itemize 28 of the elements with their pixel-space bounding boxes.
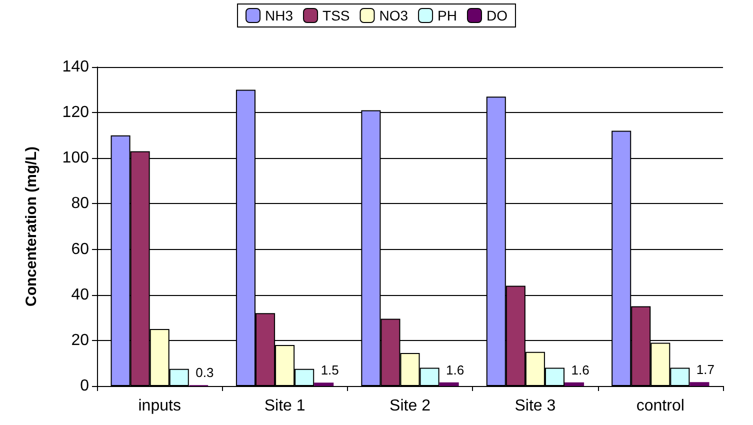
bar bbox=[314, 382, 334, 386]
data-label: 0.3 bbox=[196, 365, 214, 380]
y-tick-label: 80 bbox=[71, 195, 90, 212]
y-tick-label: 40 bbox=[71, 286, 90, 304]
legend-label: NH3 bbox=[265, 8, 294, 24]
x-tick-label: inputs bbox=[138, 398, 181, 414]
legend-label: TSS bbox=[322, 8, 350, 24]
y-tick-label: 100 bbox=[62, 150, 90, 167]
bar bbox=[690, 382, 710, 386]
y-tick-label: 120 bbox=[62, 104, 90, 122]
data-label: 1.6 bbox=[446, 362, 464, 378]
legend-label: NO3 bbox=[379, 8, 408, 24]
y-tick-label: 60 bbox=[71, 240, 90, 258]
y-tick-label: 0 bbox=[80, 378, 90, 394]
x-tick-label: control bbox=[636, 398, 684, 414]
x-tick-label: Site 2 bbox=[390, 398, 431, 414]
x-tick-label: Site 3 bbox=[514, 398, 556, 414]
y-tick-label: 20 bbox=[71, 332, 90, 349]
x-tick-label: Site 1 bbox=[264, 398, 306, 414]
bar bbox=[564, 382, 584, 386]
data-label: 1.7 bbox=[696, 362, 714, 378]
y-tick-label: 140 bbox=[62, 58, 90, 76]
data-label: 1.5 bbox=[320, 362, 339, 378]
y-axis-title: Concenteration (mg/L) bbox=[23, 146, 40, 306]
legend-label: DO bbox=[486, 8, 508, 24]
data-label: 1.6 bbox=[571, 362, 590, 378]
bar bbox=[439, 382, 459, 386]
legend-label: PH bbox=[438, 8, 457, 24]
